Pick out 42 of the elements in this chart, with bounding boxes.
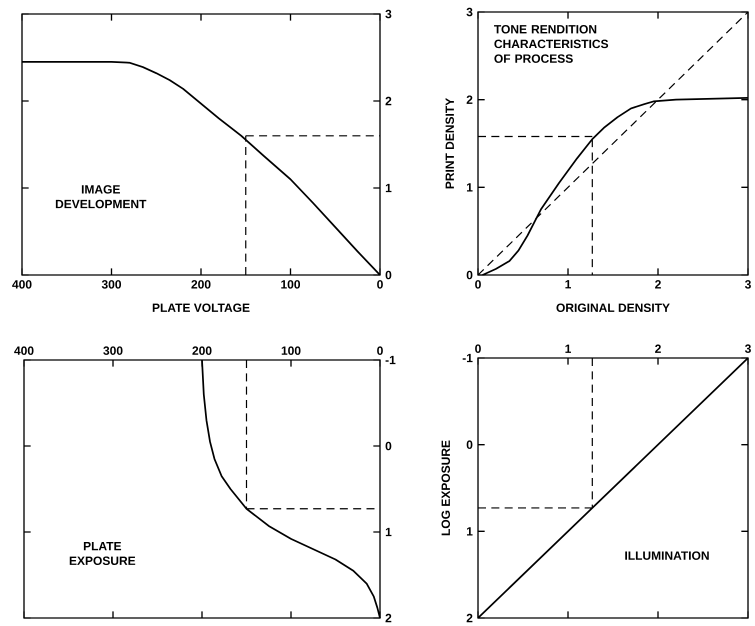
y-tick-label: 0 — [466, 440, 472, 449]
x-tick-label: 0 — [475, 344, 481, 353]
x-tick-label: 400 — [14, 346, 34, 355]
y-tick-label: 2 — [386, 96, 392, 106]
x-tick-label: 300 — [102, 280, 122, 289]
y-tick-label: 2 — [386, 614, 392, 622]
y-axis-title: PRINT DENSITY — [446, 98, 454, 188]
x-axis-title: PLATE VOLTAGE — [152, 304, 250, 312]
y-tick-label: 1 — [466, 183, 473, 192]
x-axis-title: ORIGINAL DENSITY — [556, 304, 670, 312]
x-tick-label: 200 — [192, 346, 212, 355]
y-tick-label: 3 — [385, 10, 392, 18]
x-tick-label: 0 — [377, 280, 383, 289]
y-tick-label: 0 — [466, 270, 472, 280]
y-tick-label: -1 — [386, 356, 396, 364]
y-tick-label: 0 — [386, 270, 392, 280]
x-tick-label: 100 — [282, 346, 301, 355]
y-axis-title: LOG EXPOSURE — [442, 440, 450, 536]
annotation: PLATE EXPOSURE — [70, 542, 136, 566]
x-tick-label: 1 — [565, 344, 572, 353]
y-tick-label: 1 — [386, 184, 392, 192]
x-tick-label: 200 — [191, 280, 211, 289]
x-tick-label: 100 — [281, 280, 300, 289]
x-tick-label: 300 — [103, 346, 123, 355]
x-tick-label: 0 — [377, 346, 383, 355]
x-tick-label: 400 — [12, 280, 32, 289]
y-tick-label: 1 — [386, 528, 392, 536]
x-tick-label: 3 — [744, 280, 751, 289]
annotation: TONE RENDITION CHARACTERISTICS OF PROCESS — [494, 25, 608, 63]
x-tick-label: 3 — [744, 344, 751, 353]
y-tick-label: 3 — [466, 8, 472, 16]
annotation: ILLUMINATION — [625, 551, 709, 560]
x-tick-label: 2 — [655, 280, 661, 288]
annotation: IMAGE DEVELOPMENT — [56, 185, 146, 208]
x-tick-label: 0 — [475, 280, 481, 289]
y-tick-label: -1 — [462, 354, 473, 362]
x-tick-label: 1 — [565, 280, 572, 288]
y-tick-label: 2 — [466, 614, 472, 622]
y-tick-label: 0 — [386, 442, 392, 450]
y-tick-label: 1 — [466, 527, 473, 536]
x-tick-label: 2 — [655, 344, 661, 353]
y-tick-label: 2 — [466, 95, 472, 104]
